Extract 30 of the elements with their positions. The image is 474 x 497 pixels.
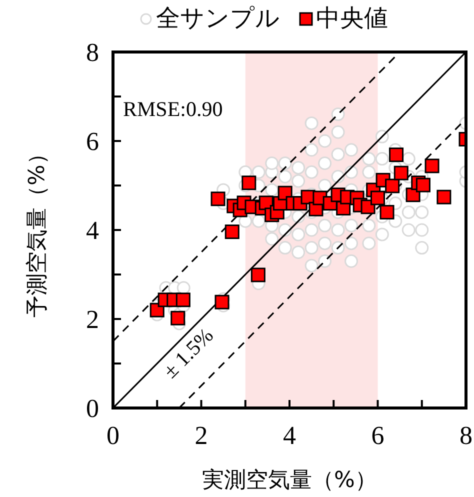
y-tick-label: 6 xyxy=(86,127,99,156)
x-tick-label: 0 xyxy=(106,421,120,450)
x-axis-title: 実測空気量（%） xyxy=(202,468,377,493)
y-tick-label: 8 xyxy=(86,38,99,67)
y-axis-title: 予測空気量（%） xyxy=(25,142,50,318)
y-tick-label: 0 xyxy=(86,394,99,423)
point xyxy=(170,310,186,326)
legend-label: 全サンプル xyxy=(156,4,280,32)
point xyxy=(385,178,400,194)
point xyxy=(210,192,226,206)
legend-label: 中央値 xyxy=(316,4,388,32)
point xyxy=(176,292,190,308)
point xyxy=(424,158,440,174)
point xyxy=(389,148,404,162)
point xyxy=(436,190,452,204)
y-tick-label: 4 xyxy=(86,216,99,245)
point xyxy=(370,190,385,206)
x-tick-label: 6 xyxy=(371,421,384,450)
x-tick-label: 4 xyxy=(283,421,296,450)
point xyxy=(224,224,240,240)
point xyxy=(242,176,256,190)
point xyxy=(250,268,266,282)
point xyxy=(214,294,230,310)
point xyxy=(380,204,394,220)
point xyxy=(394,166,408,180)
annotation: RMSE:0.90 xyxy=(123,97,223,121)
point xyxy=(416,178,430,192)
x-tick-label: 2 xyxy=(194,421,208,450)
x-tick-label: 8 xyxy=(460,421,472,450)
y-tick-label: 2 xyxy=(86,305,99,334)
